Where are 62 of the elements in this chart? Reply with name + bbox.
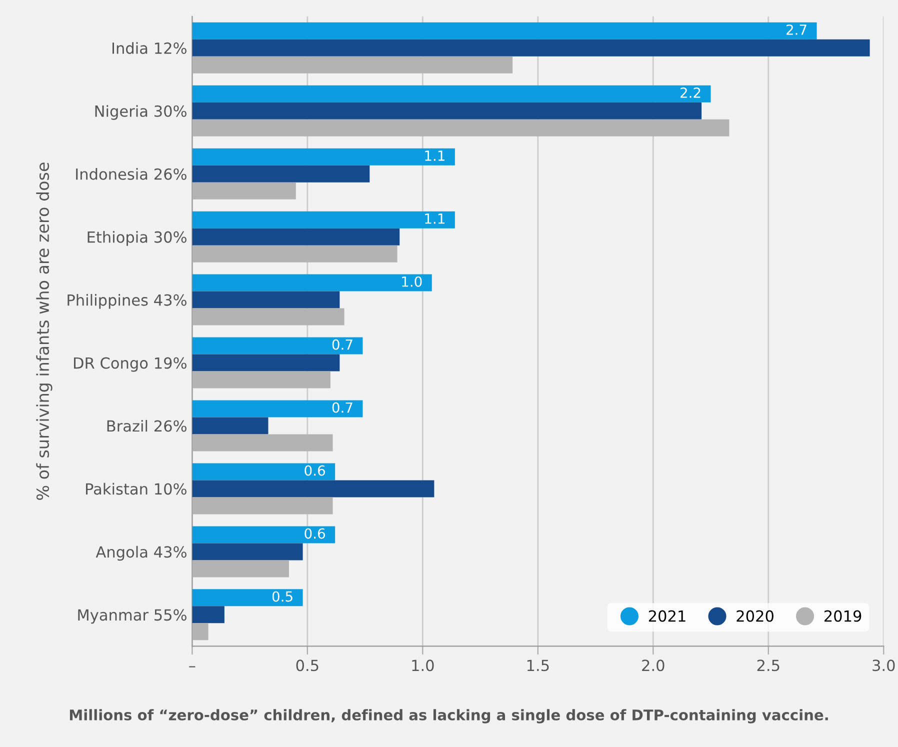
data-label: 0.6 <box>304 465 325 476</box>
bar <box>192 480 434 498</box>
bar <box>192 560 289 578</box>
legend-label: 2019 <box>824 610 862 622</box>
data-label: 0.5 <box>272 591 292 602</box>
bar <box>192 606 224 624</box>
bar <box>192 463 336 480</box>
y-tick-label: Brazil 26% <box>107 420 186 432</box>
bar <box>192 245 398 262</box>
y-tick-label: Philippines 43% <box>68 294 186 309</box>
y-tick-label: Pakistan 10% <box>86 482 186 495</box>
x-tick-label: – <box>189 666 196 668</box>
data-label: 1.1 <box>425 214 444 224</box>
y-tick-label: Angola 43% <box>96 546 186 561</box>
y-axis-title: % of surviving infants who are zero dose <box>36 162 52 500</box>
data-label: 0.7 <box>332 339 352 350</box>
y-tick-label: India 12% <box>112 42 186 54</box>
bar <box>192 182 296 200</box>
bar <box>192 337 363 354</box>
bar <box>192 39 870 56</box>
y-tick-label: Myanmar 55% <box>78 609 186 624</box>
bar <box>192 211 455 228</box>
x-tick-label: 0.5 <box>296 660 318 672</box>
legend-label: 2021 <box>648 610 686 622</box>
bar <box>192 56 513 74</box>
x-tick-label: 2.5 <box>757 660 780 672</box>
bar <box>192 497 333 514</box>
x-axis-title: Millions of “zero-dose” children, defined as lacking a single dose of DTP-containing vaccine. <box>70 709 828 724</box>
bar <box>192 22 817 40</box>
x-tick-label: 1.0 <box>412 660 434 672</box>
bar <box>192 165 370 182</box>
data-label: 2.2 <box>680 87 700 98</box>
bar <box>192 400 363 418</box>
data-label: 2.7 <box>786 24 806 35</box>
bar <box>192 434 333 452</box>
data-label: 1.0 <box>402 276 422 287</box>
bar <box>192 526 336 544</box>
bar <box>192 148 455 166</box>
bar <box>192 308 344 326</box>
bar <box>192 291 340 308</box>
bar <box>192 228 400 246</box>
bar <box>192 623 208 640</box>
bar <box>192 354 340 372</box>
bar <box>192 589 303 606</box>
x-tick-label: 3.0 <box>872 660 895 672</box>
bar <box>192 85 711 102</box>
legend-label: 2020 <box>736 610 774 622</box>
bar <box>192 371 330 388</box>
y-tick-label: Ethiopia 30% <box>88 231 186 246</box>
y-tick-label: Indonesia 26% <box>76 168 186 180</box>
y-tick-label: Nigeria 30% <box>95 105 186 120</box>
data-label: 0.7 <box>332 402 352 413</box>
y-tick-label: DR Congo 19% <box>74 357 186 372</box>
bar <box>192 417 268 434</box>
data-label: 1.1 <box>425 150 444 161</box>
bar <box>192 274 432 292</box>
bar <box>192 102 702 120</box>
x-tick-label: 1.5 <box>527 660 549 672</box>
bar <box>192 543 303 560</box>
bar <box>192 119 730 136</box>
x-tick-label: 2.0 <box>642 660 664 672</box>
data-label: 0.6 <box>304 528 325 539</box>
